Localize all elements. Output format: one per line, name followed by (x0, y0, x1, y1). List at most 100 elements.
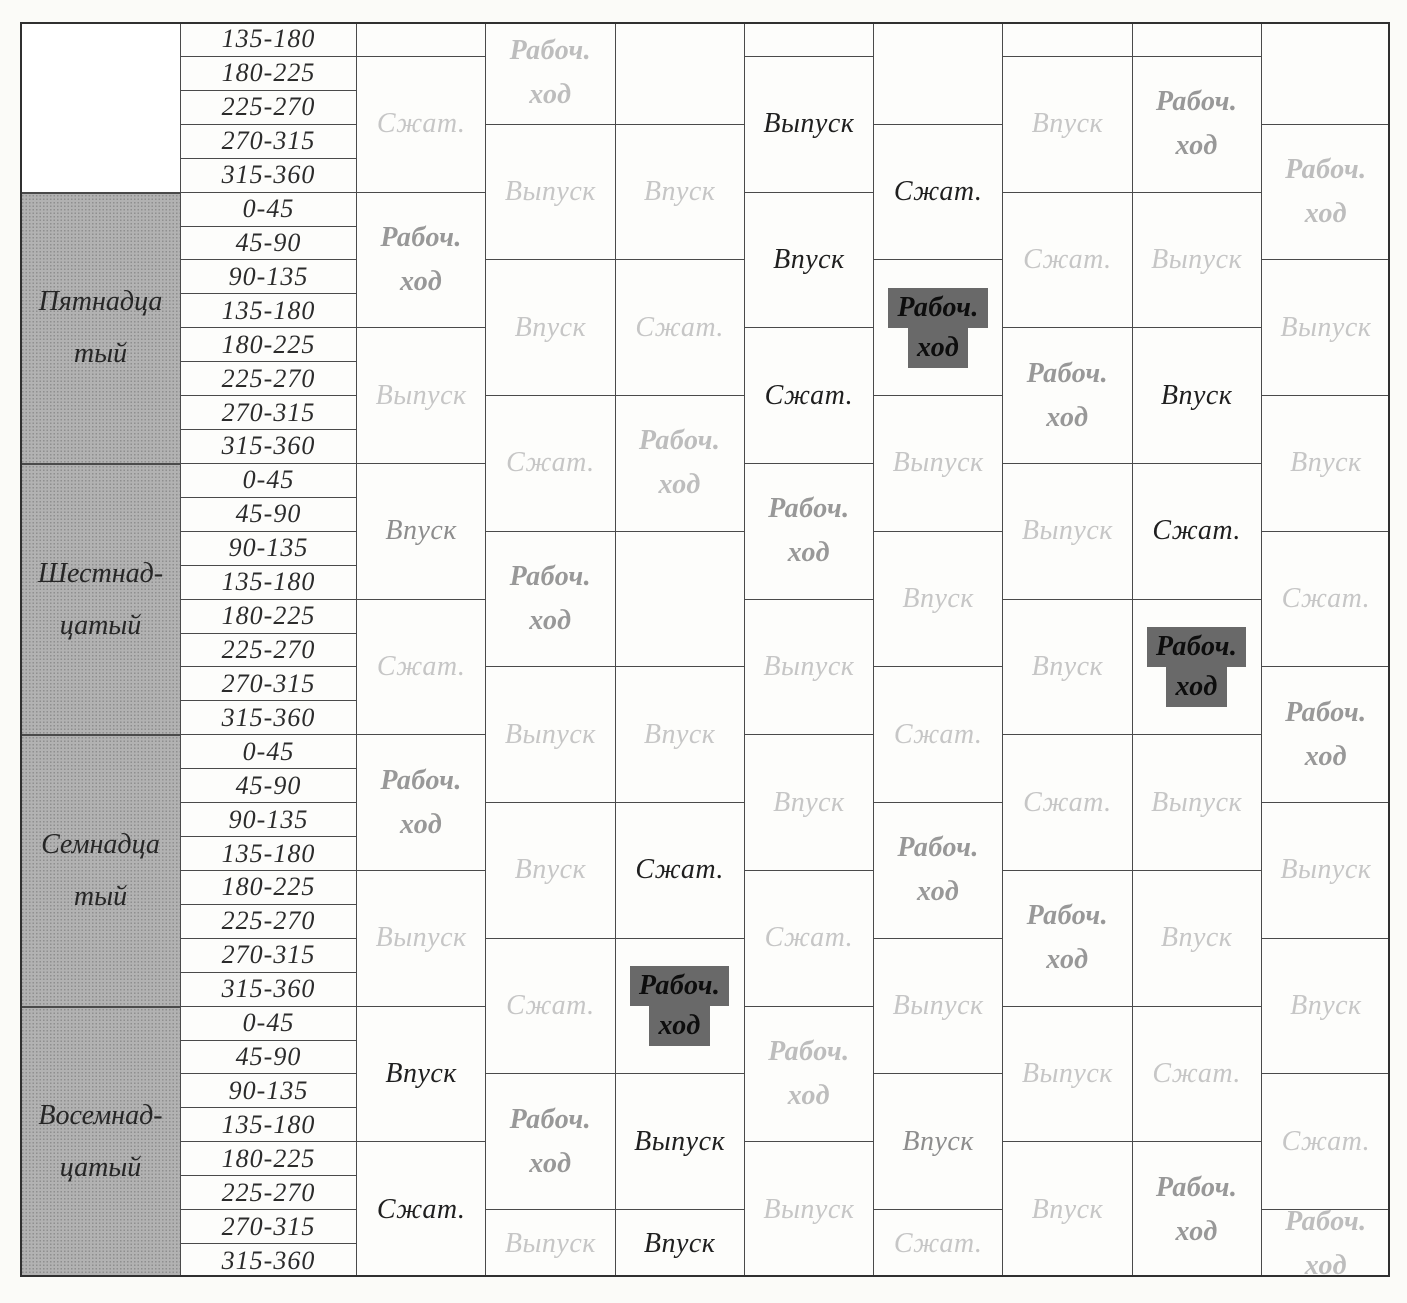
phase-cell: Сжат. (356, 55, 486, 192)
phase-cell: Впуск (1260, 937, 1390, 1074)
angle-range-cell: 180-225 (180, 327, 356, 362)
phase-label-line: Впуск (1160, 379, 1233, 411)
phase-label-line: Сжат. (893, 176, 983, 208)
phase-label-line: Рабоч. (509, 1103, 592, 1135)
phase-label-line: Впуск (1031, 1193, 1104, 1225)
angle-range-cell: 45-90 (180, 768, 356, 803)
phase-label-line: Выпуск (763, 650, 855, 682)
phase-label-line: Рабоч. (1155, 86, 1238, 118)
angle-range-cell: 45-90 (180, 225, 356, 260)
phase-cell: Сжат. (1002, 734, 1132, 870)
phase-cell: Рабоч. ход (614, 395, 744, 531)
phase-cell: Впуск (614, 1209, 744, 1277)
phase-label-line: Сжат. (1152, 515, 1241, 547)
phase-label-line: ход (1304, 1249, 1348, 1277)
angle-range-label: 315-360 (221, 974, 316, 1004)
angle-range-label: 180-225 (221, 872, 316, 902)
phase-label-line: Выпуск (504, 176, 596, 208)
phase-label-line: Рабоч. (1285, 696, 1367, 728)
phase-cell: Сжат. (873, 123, 1003, 260)
phase-label-line: тый (73, 880, 128, 912)
phase-cell: Сжат. (356, 598, 486, 735)
angle-range-label: 180-225 (221, 329, 316, 359)
angle-range-cell: 180-225 (180, 1141, 356, 1176)
phase-label-line: Выпуск (634, 1125, 726, 1157)
angle-range-cell: 90-135 (180, 259, 356, 294)
angle-range-label: 0-45 (242, 736, 295, 766)
phase-label-line: Рабоч. (897, 832, 979, 864)
phase-cell: Сжат. (1260, 1073, 1390, 1210)
phase-cell: Выпуск (485, 123, 615, 260)
phase-cell: Сжат. (743, 327, 873, 463)
phase-cell: Рабоч. ход (356, 191, 486, 328)
phase-label-line: Впуск (643, 176, 716, 208)
phase-label-line: Впуск (1290, 447, 1362, 479)
phase-label-line: Впуск (773, 243, 845, 275)
phase-cell: Рабоч. ход (1260, 666, 1390, 803)
phase-label-line: Пятнадца (38, 286, 163, 318)
angle-range-label: 270-315 (221, 668, 316, 698)
angle-range-cell: 315-360 (180, 1243, 356, 1277)
phase-cell: Впуск (485, 259, 615, 396)
phase-cell: Рабоч. ход (1260, 123, 1390, 260)
phase-cell: Выпуск (873, 395, 1003, 531)
phase-cell: Сжат. (743, 869, 873, 1006)
phase-cell: Выпуск (743, 1141, 873, 1277)
phase-label-line: Сжат. (506, 990, 595, 1022)
phase-cell: Сжат. (1131, 1005, 1261, 1142)
phase-label-line: Впуск (514, 854, 587, 886)
phase-label-line: Выпуск (375, 379, 467, 411)
angle-range-label: 270-315 (221, 126, 316, 156)
phase-cell: Рабоч. ход (485, 530, 615, 667)
angle-range-label: 135-180 (221, 1109, 316, 1139)
angle-range-label: 0-45 (242, 465, 295, 495)
phase-cell: Рабоч. ход (1002, 869, 1132, 1006)
phase-label-line: Рабоч. (768, 1035, 850, 1067)
phase-cell: Выпуск (1260, 802, 1390, 938)
group-label-cell: Пятнадца тый (20, 191, 180, 463)
phase-label-line: Выпуск (892, 990, 984, 1022)
phase-cell: Выпуск (356, 327, 486, 463)
angle-range-label: 315-360 (221, 702, 316, 732)
phase-label-line: Семнадца (41, 828, 160, 860)
phase-label-line: Сжат. (1023, 243, 1112, 275)
phase-label-line: Сжат. (635, 854, 724, 886)
phase-cell: Впуск (1260, 395, 1390, 531)
phase-cell: Впуск (1131, 869, 1261, 1006)
phase-cell: Выпуск (356, 869, 486, 1006)
phase-cell: Впуск (873, 1073, 1003, 1210)
phase-label-line: Выпуск (375, 922, 467, 954)
phase-label-line: Шестнад- (37, 557, 164, 589)
group-label-cell: Семнадца тый (20, 734, 180, 1006)
phase-cell: Впуск (1002, 55, 1132, 192)
phase-label-line: Сжат. (1152, 1057, 1241, 1089)
angle-range-cell: 45-90 (180, 496, 356, 531)
phase-cell-empty (873, 22, 1003, 124)
phase-cell: Выпуск (614, 1073, 744, 1210)
phase-label-line: Рабоч. (629, 966, 730, 1007)
phase-label-line: тый (73, 338, 128, 370)
angle-range-cell: 135-180 (180, 1107, 356, 1142)
angle-range-label: 45-90 (235, 1042, 302, 1072)
phase-cell: Впуск (485, 802, 615, 938)
phase-label-line: Выпуск (1280, 311, 1372, 343)
phase-label-line: ход (1046, 401, 1089, 433)
angle-range-label: 0-45 (242, 194, 295, 224)
phase-label-line: Выпуск (1151, 786, 1243, 818)
phase-cell: Впуск (743, 734, 873, 870)
phase-cell: Рабоч. ход (743, 462, 873, 599)
angle-range-label: 270-315 (221, 1211, 316, 1241)
phase-label-line: ход (787, 537, 831, 569)
phase-label-line: ход (399, 808, 443, 840)
phase-label-line: Выпуск (763, 1193, 855, 1225)
angle-range-cell: 0-45 (180, 462, 356, 497)
phase-cell: Выпуск (1131, 191, 1261, 328)
phase-label-line: Рабоч. (1285, 1209, 1367, 1237)
phase-label-line: Сжат. (893, 1227, 983, 1259)
angle-range-label: 90-135 (228, 533, 309, 563)
angle-range-cell: 315-360 (180, 429, 356, 463)
phase-cell-highlighted: Рабоч. ход (873, 259, 1003, 396)
phase-cell-empty (743, 22, 873, 56)
phase-cell: Выпуск (485, 666, 615, 803)
phase-cell-empty (614, 530, 744, 667)
